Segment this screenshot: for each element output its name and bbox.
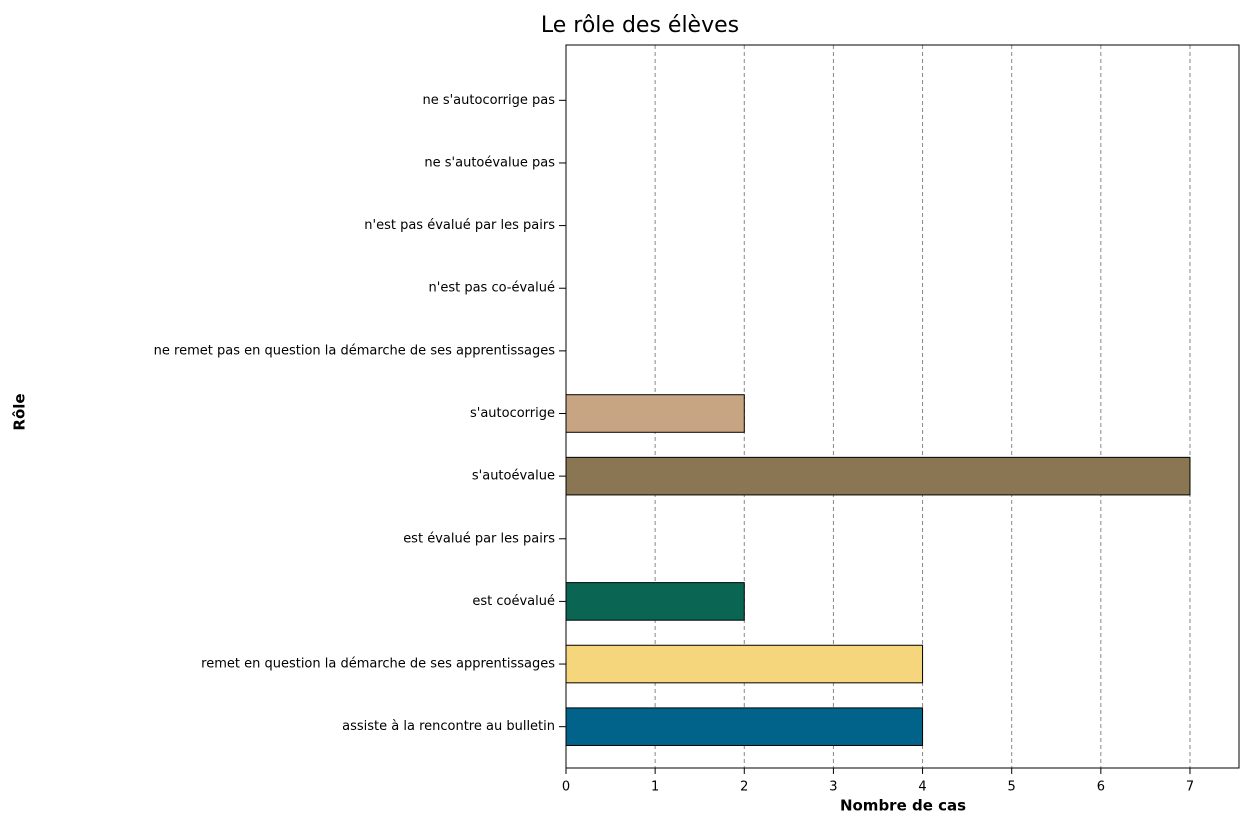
x-tick-label: 5 <box>1008 780 1016 795</box>
chart-title: Le rôle des élèves <box>541 13 739 38</box>
y-tick-label: ne s'autocorrige pas <box>422 93 555 108</box>
x-tick-label: 0 <box>562 780 570 795</box>
bar <box>565 394 745 433</box>
x-tick-label: 3 <box>829 780 837 795</box>
bar <box>565 707 924 746</box>
y-tick-label: ne remet pas en question la démarche de … <box>154 343 556 358</box>
x-tick-label: 2 <box>740 780 748 795</box>
x-tick-label: 4 <box>918 780 926 795</box>
bar <box>565 582 745 621</box>
y-tick-label: s'autoévalue <box>472 469 555 484</box>
bar <box>565 456 1191 496</box>
bar <box>565 644 924 684</box>
y-axis-label: Rôle <box>11 393 29 430</box>
y-tick-label: n'est pas évalué par les pairs <box>364 218 555 233</box>
y-tick-label: est coévalué <box>472 594 555 609</box>
x-tick-label: 1 <box>651 780 659 795</box>
y-tick-label: remet en question la démarche de ses app… <box>201 657 555 672</box>
y-tick-label: s'autocorrige <box>470 406 555 421</box>
y-tick-label: n'est pas co-évalué <box>429 281 555 296</box>
x-tick-label: 6 <box>1097 780 1105 795</box>
y-tick-label: ne s'autoévalue pas <box>424 155 555 170</box>
y-tick-label: assiste à la rencontre au bulletin <box>342 719 555 734</box>
x-axis-label: Nombre de cas <box>840 797 966 815</box>
y-tick-label: est évalué par les pairs <box>403 531 555 546</box>
x-tick-label: 7 <box>1186 780 1194 795</box>
